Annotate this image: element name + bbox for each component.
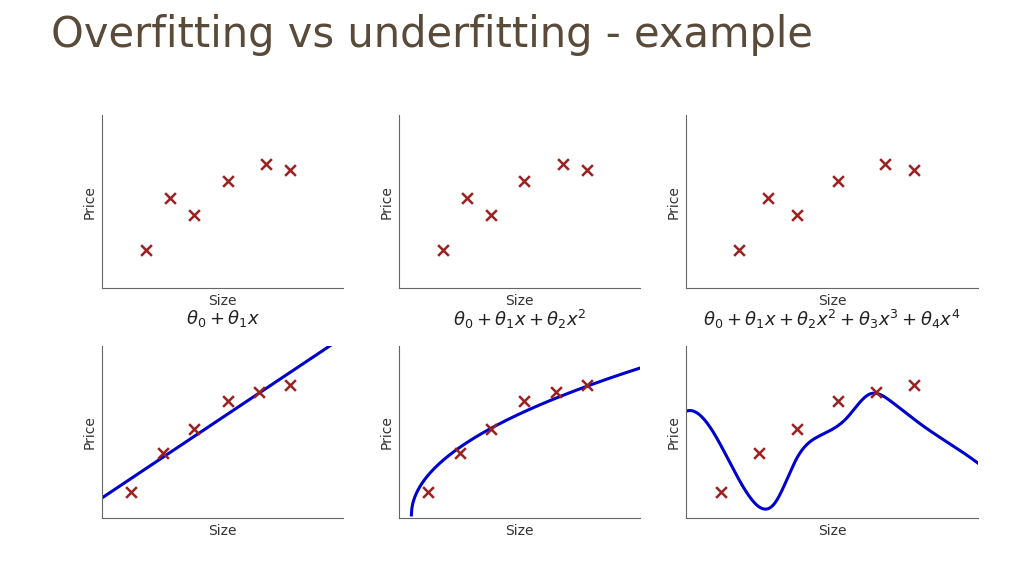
Point xyxy=(251,388,267,397)
Point xyxy=(282,166,298,175)
Point xyxy=(219,176,236,185)
Point xyxy=(185,424,202,433)
Y-axis label: Price: Price xyxy=(380,185,394,218)
Point xyxy=(760,194,776,203)
Text: $\theta_0 + \theta_1 x + \theta_2 x^2 + \theta_3 x^3 + \theta_4 x^4$: $\theta_0 + \theta_1 x + \theta_2 x^2 + … xyxy=(702,308,961,331)
Point xyxy=(482,424,499,433)
X-axis label: Size: Size xyxy=(506,524,534,538)
Point xyxy=(185,211,202,220)
Point xyxy=(420,488,436,497)
Point xyxy=(788,211,805,220)
Point xyxy=(155,448,171,457)
Point xyxy=(555,159,571,168)
Point xyxy=(434,245,451,255)
Point xyxy=(829,396,846,406)
Y-axis label: Price: Price xyxy=(83,185,97,218)
Point xyxy=(730,245,746,255)
Point xyxy=(579,166,595,175)
Point xyxy=(258,159,274,168)
Point xyxy=(548,388,564,397)
Point xyxy=(482,211,499,220)
Text: $\theta_0 + \theta_1 x + \theta_2 x^2$: $\theta_0 + \theta_1 x + \theta_2 x^2$ xyxy=(454,308,587,331)
X-axis label: Size: Size xyxy=(209,294,237,308)
X-axis label: Size: Size xyxy=(209,524,237,538)
X-axis label: Size: Size xyxy=(818,294,846,308)
Text: $\theta_0 + \theta_1 x$: $\theta_0 + \theta_1 x$ xyxy=(186,308,260,329)
Point xyxy=(905,166,922,175)
X-axis label: Size: Size xyxy=(818,524,846,538)
Point xyxy=(905,381,922,390)
Point xyxy=(788,424,805,433)
Point xyxy=(123,488,139,497)
Point xyxy=(867,388,884,397)
Point xyxy=(516,176,532,185)
Point xyxy=(452,448,468,457)
Y-axis label: Price: Price xyxy=(667,185,681,218)
Point xyxy=(162,194,178,203)
Text: 14: 14 xyxy=(7,77,22,88)
Y-axis label: Price: Price xyxy=(667,415,681,449)
Text: Overfitting vs underfitting - example: Overfitting vs underfitting - example xyxy=(51,14,813,56)
Point xyxy=(829,176,846,185)
Point xyxy=(713,488,729,497)
Point xyxy=(137,245,154,255)
Y-axis label: Price: Price xyxy=(83,415,97,449)
Point xyxy=(751,448,767,457)
Point xyxy=(516,396,532,406)
Point xyxy=(579,381,595,390)
Point xyxy=(459,194,475,203)
Point xyxy=(282,381,298,390)
Point xyxy=(219,396,236,406)
X-axis label: Size: Size xyxy=(506,294,534,308)
Y-axis label: Price: Price xyxy=(380,415,394,449)
Point xyxy=(877,159,893,168)
